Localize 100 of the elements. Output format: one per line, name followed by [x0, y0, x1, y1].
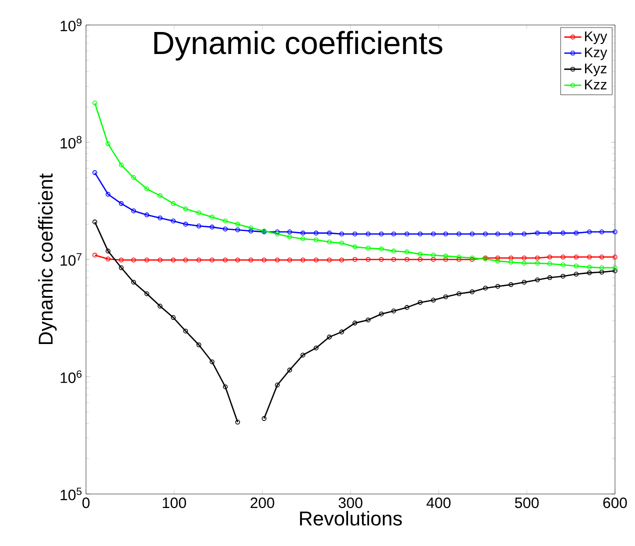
point	[456, 257, 462, 262]
point	[196, 342, 202, 348]
point	[495, 284, 500, 289]
point	[418, 300, 423, 305]
point	[508, 282, 514, 288]
point	[522, 280, 527, 285]
point	[222, 218, 228, 224]
point	[106, 141, 110, 146]
point	[430, 257, 436, 262]
point	[470, 289, 475, 294]
point	[547, 230, 552, 236]
point	[599, 254, 604, 260]
point	[235, 420, 240, 425]
point	[574, 272, 579, 277]
point	[326, 240, 332, 244]
point	[183, 328, 188, 334]
point	[196, 258, 202, 262]
point	[106, 248, 110, 254]
point	[352, 320, 358, 326]
point	[574, 230, 579, 236]
point	[339, 258, 344, 262]
point	[599, 270, 604, 275]
legend-label: Kyz	[585, 64, 606, 76]
point	[547, 275, 552, 280]
point	[314, 237, 319, 242]
point	[235, 258, 240, 262]
point	[248, 228, 254, 234]
point	[210, 258, 214, 262]
point	[287, 229, 292, 234]
point	[326, 230, 332, 236]
x-tick-label: 100	[162, 498, 186, 508]
point	[170, 218, 176, 224]
y-tick-label: 10$^{9}$	[60, 18, 82, 32]
point	[158, 216, 162, 220]
point	[314, 258, 319, 262]
point	[456, 232, 462, 236]
point	[378, 312, 384, 316]
point	[131, 258, 136, 262]
point	[144, 291, 150, 296]
point	[339, 240, 344, 246]
point	[574, 254, 579, 260]
y-tick-label: 10$^{6}$	[60, 370, 82, 384]
point	[366, 246, 371, 251]
point	[430, 298, 436, 303]
point	[418, 257, 423, 262]
point	[599, 229, 604, 234]
point	[378, 232, 384, 236]
point	[456, 254, 462, 260]
point	[391, 248, 396, 254]
y-tick-label: 10$^{5}$	[60, 488, 82, 500]
point	[274, 229, 280, 234]
point	[158, 304, 162, 309]
point	[378, 246, 384, 252]
point	[587, 229, 592, 234]
point	[522, 256, 527, 260]
y-tick-label: 10$^{7}$	[60, 253, 82, 266]
y-tick-label: 10$^{8}$	[60, 136, 82, 149]
point	[522, 260, 527, 266]
point	[378, 257, 384, 262]
legend-label: Kzz	[585, 80, 606, 90]
point	[443, 294, 448, 300]
point	[170, 201, 176, 206]
point	[210, 359, 214, 364]
point	[535, 230, 540, 236]
point	[352, 232, 358, 236]
point	[300, 258, 306, 262]
point	[158, 258, 162, 262]
y-axis-title: Dynamic coefficient	[38, 173, 57, 344]
point	[210, 214, 214, 220]
point	[339, 232, 344, 236]
point	[391, 232, 396, 236]
point	[248, 226, 254, 230]
legend-label: Kyy	[585, 32, 608, 44]
point	[118, 201, 124, 206]
point	[170, 315, 176, 320]
point	[495, 258, 500, 264]
point	[366, 318, 371, 322]
point	[274, 258, 280, 262]
point	[391, 308, 396, 314]
point	[326, 334, 332, 340]
point	[483, 286, 488, 291]
point	[404, 305, 410, 310]
point	[495, 256, 500, 260]
point	[183, 222, 188, 227]
point	[587, 270, 592, 276]
point	[131, 208, 136, 214]
point	[508, 232, 514, 236]
point	[430, 232, 436, 236]
legend-label: Kzy	[585, 48, 608, 60]
point	[470, 232, 475, 236]
point	[560, 262, 566, 268]
point	[418, 252, 423, 257]
point	[106, 256, 110, 262]
point	[118, 258, 124, 262]
point	[443, 232, 448, 236]
point	[144, 212, 150, 218]
point	[443, 257, 448, 262]
point	[158, 193, 162, 198]
point	[300, 352, 306, 358]
point	[547, 254, 552, 260]
